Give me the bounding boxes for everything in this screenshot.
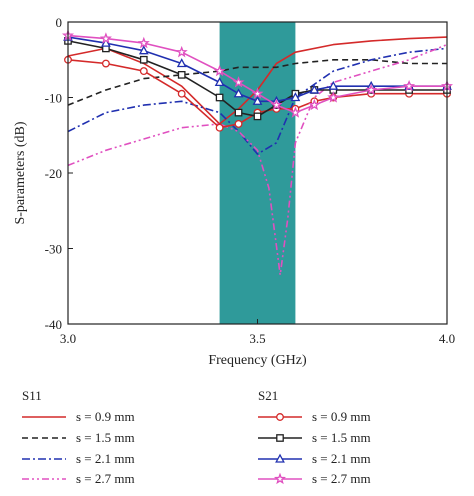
data-point-s21-2.1: [233, 88, 244, 98]
legend-label-s11-0.9: s = 0.9 mm: [76, 409, 135, 424]
series-s21-2.7: [61, 29, 454, 118]
y-tick-label: -10: [45, 91, 62, 106]
data-point-s21-2.7: [251, 87, 264, 99]
data-point-s21-2.1: [138, 45, 149, 55]
series-layer: [61, 29, 454, 276]
legend-marker-s21-2.7: [273, 472, 287, 485]
legend-label-s21-2.1: s = 2.1 mm: [312, 451, 371, 466]
data-point-s21-0.9: [177, 89, 186, 98]
data-point-s21-0.9: [139, 67, 148, 76]
series-s11-2.7: [67, 43, 448, 276]
data-point-s21-0.9: [215, 123, 224, 132]
highlight-band-layer: [219, 22, 296, 324]
data-point-s21-2.7: [365, 83, 378, 96]
x-tick-label: 4.0: [439, 331, 455, 346]
legend-label-s11-2.1: s = 2.1 mm: [76, 451, 135, 466]
series-line-s11-2.7: [67, 43, 448, 276]
data-point-s21-2.7: [308, 98, 321, 111]
data-point-s21-2.7: [213, 64, 226, 77]
tick-layer: 3.0 3.5 4.0 0 -10 -20 -30 -40: [45, 15, 455, 346]
data-point-s21-2.1: [176, 58, 187, 68]
data-point-s21-2.7: [289, 106, 302, 118]
x-axis-title: Frequency (GHz): [208, 353, 307, 368]
legend: S11 s = 0.9 mm s = 1.5 mm s = 2.1 mm s = 2.7…: [22, 388, 371, 486]
data-point-s21-1.5: [139, 55, 148, 64]
highlight-band: [219, 22, 296, 324]
y-axis-title: S-parameters (dB): [13, 121, 28, 224]
data-point-s21-2.7: [327, 91, 340, 103]
legend-label-s21-1.5: s = 1.5 mm: [312, 430, 371, 445]
series-s11-1.5: [67, 59, 447, 106]
legend-marker-s21-1.5: [276, 434, 284, 442]
legend-group-title: S11: [22, 388, 42, 403]
legend-group-title: S21: [258, 388, 278, 403]
series-line-s21-2.1: [67, 36, 447, 103]
data-point-s21-2.1: [290, 92, 301, 102]
series-s11-2.1: [67, 47, 448, 155]
data-point-s21-2.7: [232, 76, 245, 88]
series-line-s21-1.5: [67, 40, 447, 118]
legend-marker-s21-0.9: [276, 413, 284, 421]
data-point-s21-1.5: [177, 71, 186, 79]
data-point-s21-0.9: [234, 119, 243, 128]
series-line-s21-2.7: [67, 34, 447, 114]
series-line-s11-2.1: [67, 47, 448, 155]
data-point-s21-2.1: [214, 77, 225, 87]
legend-label-s11-2.7: s = 2.7 mm: [76, 471, 135, 486]
data-point-s21-0.9: [101, 59, 110, 68]
y-tick-label: -20: [45, 166, 62, 181]
data-point-s21-2.7: [137, 36, 150, 49]
x-tick-label: 3.0: [60, 331, 76, 346]
series-s11-0.9: [67, 36, 448, 125]
data-point-s21-1.5: [215, 93, 224, 102]
data-point-s21-2.7: [175, 45, 188, 58]
data-point-s21-2.7: [99, 32, 112, 44]
data-point-s21-2.7: [403, 79, 416, 92]
legend-marker-s21-2.1: [275, 453, 285, 463]
legend-label-s21-2.7: s = 2.7 mm: [312, 471, 371, 486]
x-tick-label: 3.5: [249, 331, 265, 346]
data-point-s21-2.7: [270, 98, 283, 111]
y-tick-label: -30: [45, 242, 62, 257]
data-point-s21-2.1: [101, 37, 111, 47]
y-tick-label: -40: [45, 317, 62, 332]
y-tick-label: 0: [56, 15, 63, 30]
data-point-s21-2.1: [252, 95, 263, 105]
series-line-s11-1.5: [67, 59, 447, 106]
legend-label-s21-0.9: s = 0.9 mm: [312, 409, 371, 424]
data-point-s21-1.5: [253, 112, 262, 121]
data-point-s21-2.1: [309, 84, 320, 94]
data-point-s21-1.5: [234, 108, 243, 117]
legend-label-s11-1.5: s = 1.5 mm: [76, 430, 135, 445]
series-line-s11-0.9: [67, 36, 448, 125]
data-point-s21-2.1: [328, 80, 339, 90]
